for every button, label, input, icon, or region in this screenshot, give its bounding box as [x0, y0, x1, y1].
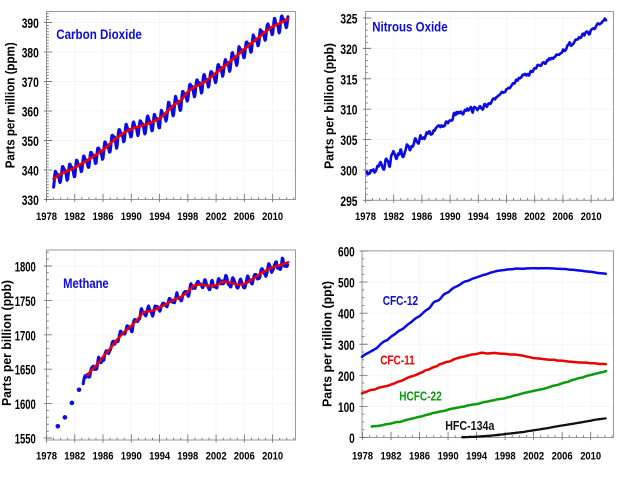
svg-text:CFC-12: CFC-12 — [383, 293, 418, 308]
svg-text:1978: 1978 — [36, 451, 57, 463]
svg-text:300: 300 — [338, 338, 355, 353]
svg-text:HCFC-22: HCFC-22 — [399, 389, 442, 404]
svg-text:1982: 1982 — [64, 211, 85, 223]
svg-text:Nitrous Oxide: Nitrous Oxide — [372, 19, 448, 35]
svg-text:2010: 2010 — [262, 211, 283, 223]
svg-text:1994: 1994 — [468, 211, 490, 223]
svg-text:1550: 1550 — [15, 432, 36, 447]
svg-text:1994: 1994 — [149, 211, 171, 223]
svg-text:1982: 1982 — [64, 451, 85, 463]
svg-text:1998: 1998 — [496, 211, 517, 223]
svg-text:1998: 1998 — [177, 211, 198, 223]
svg-text:200: 200 — [338, 369, 355, 384]
svg-text:340: 340 — [22, 164, 39, 179]
svg-text:1800: 1800 — [15, 260, 36, 275]
svg-text:325: 325 — [340, 12, 358, 27]
svg-text:1998: 1998 — [177, 451, 198, 463]
svg-text:1650: 1650 — [15, 363, 36, 378]
svg-text:1990: 1990 — [438, 451, 459, 463]
svg-text:1990: 1990 — [440, 211, 461, 223]
svg-text:1978: 1978 — [355, 211, 376, 223]
svg-text:1978: 1978 — [36, 211, 57, 223]
svg-text:1986: 1986 — [409, 451, 430, 463]
svg-text:2002: 2002 — [206, 451, 227, 463]
svg-text:Carbon Dioxide: Carbon Dioxide — [56, 26, 142, 42]
svg-text:1700: 1700 — [15, 328, 36, 343]
svg-text:400: 400 — [338, 307, 355, 322]
svg-text:1600: 1600 — [15, 397, 36, 412]
svg-text:1986: 1986 — [93, 451, 114, 463]
svg-text:CFC-11: CFC-11 — [380, 352, 415, 367]
svg-text:2010: 2010 — [262, 451, 283, 463]
svg-text:1982: 1982 — [383, 211, 404, 223]
svg-text:1978: 1978 — [352, 451, 373, 463]
svg-text:600: 600 — [338, 245, 355, 260]
svg-text:HFC-134a: HFC-134a — [445, 418, 495, 433]
svg-text:2002: 2002 — [524, 211, 545, 223]
svg-text:2002: 2002 — [523, 451, 544, 463]
svg-text:2002: 2002 — [206, 211, 227, 223]
svg-text:0: 0 — [349, 431, 355, 446]
svg-text:360: 360 — [22, 105, 39, 120]
svg-text:2006: 2006 — [552, 451, 573, 463]
svg-text:320: 320 — [340, 42, 357, 57]
svg-text:1986: 1986 — [93, 211, 114, 223]
svg-text:Methane: Methane — [63, 275, 109, 291]
svg-text:500: 500 — [338, 276, 355, 291]
svg-text:Parts per billion (ppb): Parts per billion (ppb) — [322, 43, 337, 169]
svg-text:1982: 1982 — [381, 451, 402, 463]
svg-text:305: 305 — [340, 133, 358, 148]
svg-text:Parts per trillion (ppt): Parts per trillion (ppt) — [320, 281, 335, 407]
svg-text:310: 310 — [340, 103, 357, 118]
svg-text:1994: 1994 — [149, 451, 171, 463]
svg-text:2006: 2006 — [234, 451, 255, 463]
svg-text:Parts per billion (ppb): Parts per billion (ppb) — [0, 280, 14, 406]
svg-text:370: 370 — [22, 75, 39, 90]
svg-text:2010: 2010 — [580, 451, 601, 463]
svg-text:100: 100 — [338, 400, 355, 415]
svg-text:315: 315 — [340, 72, 358, 87]
svg-text:2010: 2010 — [581, 211, 602, 223]
svg-text:1998: 1998 — [495, 451, 516, 463]
svg-text:390: 390 — [22, 16, 39, 31]
svg-text:330: 330 — [22, 193, 39, 208]
svg-text:380: 380 — [22, 46, 39, 61]
svg-text:1994: 1994 — [466, 451, 488, 463]
svg-text:1990: 1990 — [121, 211, 142, 223]
svg-text:2006: 2006 — [552, 211, 573, 223]
svg-text:1986: 1986 — [411, 211, 432, 223]
svg-text:2006: 2006 — [234, 211, 255, 223]
svg-text:350: 350 — [22, 134, 39, 149]
svg-text:1750: 1750 — [15, 294, 36, 309]
svg-text:300: 300 — [340, 163, 357, 178]
svg-text:Parts per million (ppm): Parts per million (ppm) — [3, 42, 18, 168]
svg-text:1990: 1990 — [121, 451, 142, 463]
svg-text:295: 295 — [340, 194, 358, 209]
